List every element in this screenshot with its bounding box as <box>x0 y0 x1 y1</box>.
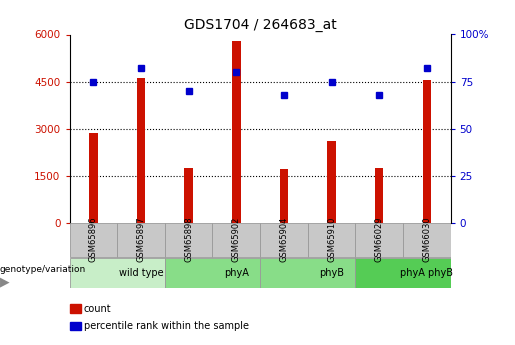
Text: wild type: wild type <box>118 268 163 278</box>
Bar <box>375 168 384 223</box>
FancyBboxPatch shape <box>355 258 451 288</box>
Bar <box>136 78 145 223</box>
FancyBboxPatch shape <box>355 223 403 257</box>
Text: genotype/variation: genotype/variation <box>0 265 86 274</box>
FancyBboxPatch shape <box>70 258 165 288</box>
FancyBboxPatch shape <box>70 223 117 257</box>
Bar <box>422 80 431 223</box>
Text: GSM65904: GSM65904 <box>280 217 288 262</box>
Text: GSM65902: GSM65902 <box>232 217 241 262</box>
Text: percentile rank within the sample: percentile rank within the sample <box>84 321 249 331</box>
Bar <box>327 141 336 223</box>
Text: GSM65910: GSM65910 <box>327 217 336 262</box>
Text: phyA: phyA <box>224 268 249 278</box>
Bar <box>184 168 193 223</box>
FancyBboxPatch shape <box>165 258 260 288</box>
FancyBboxPatch shape <box>403 223 451 257</box>
FancyBboxPatch shape <box>212 223 260 257</box>
FancyBboxPatch shape <box>307 223 355 257</box>
Text: GSM66029: GSM66029 <box>375 217 384 262</box>
Text: GSM65898: GSM65898 <box>184 217 193 263</box>
Text: phyA phyB: phyA phyB <box>400 268 453 278</box>
Text: GSM65896: GSM65896 <box>89 217 98 263</box>
Title: GDS1704 / 264683_at: GDS1704 / 264683_at <box>184 18 336 32</box>
Text: phyB: phyB <box>319 268 344 278</box>
Text: count: count <box>84 304 112 314</box>
Bar <box>280 169 288 223</box>
Text: GSM66030: GSM66030 <box>422 217 431 263</box>
FancyBboxPatch shape <box>117 223 165 257</box>
FancyBboxPatch shape <box>260 258 355 288</box>
FancyBboxPatch shape <box>260 223 307 257</box>
Text: ▶: ▶ <box>0 275 10 288</box>
Bar <box>89 133 98 223</box>
Bar <box>232 41 241 223</box>
FancyBboxPatch shape <box>165 223 212 257</box>
Text: GSM65897: GSM65897 <box>136 217 145 263</box>
